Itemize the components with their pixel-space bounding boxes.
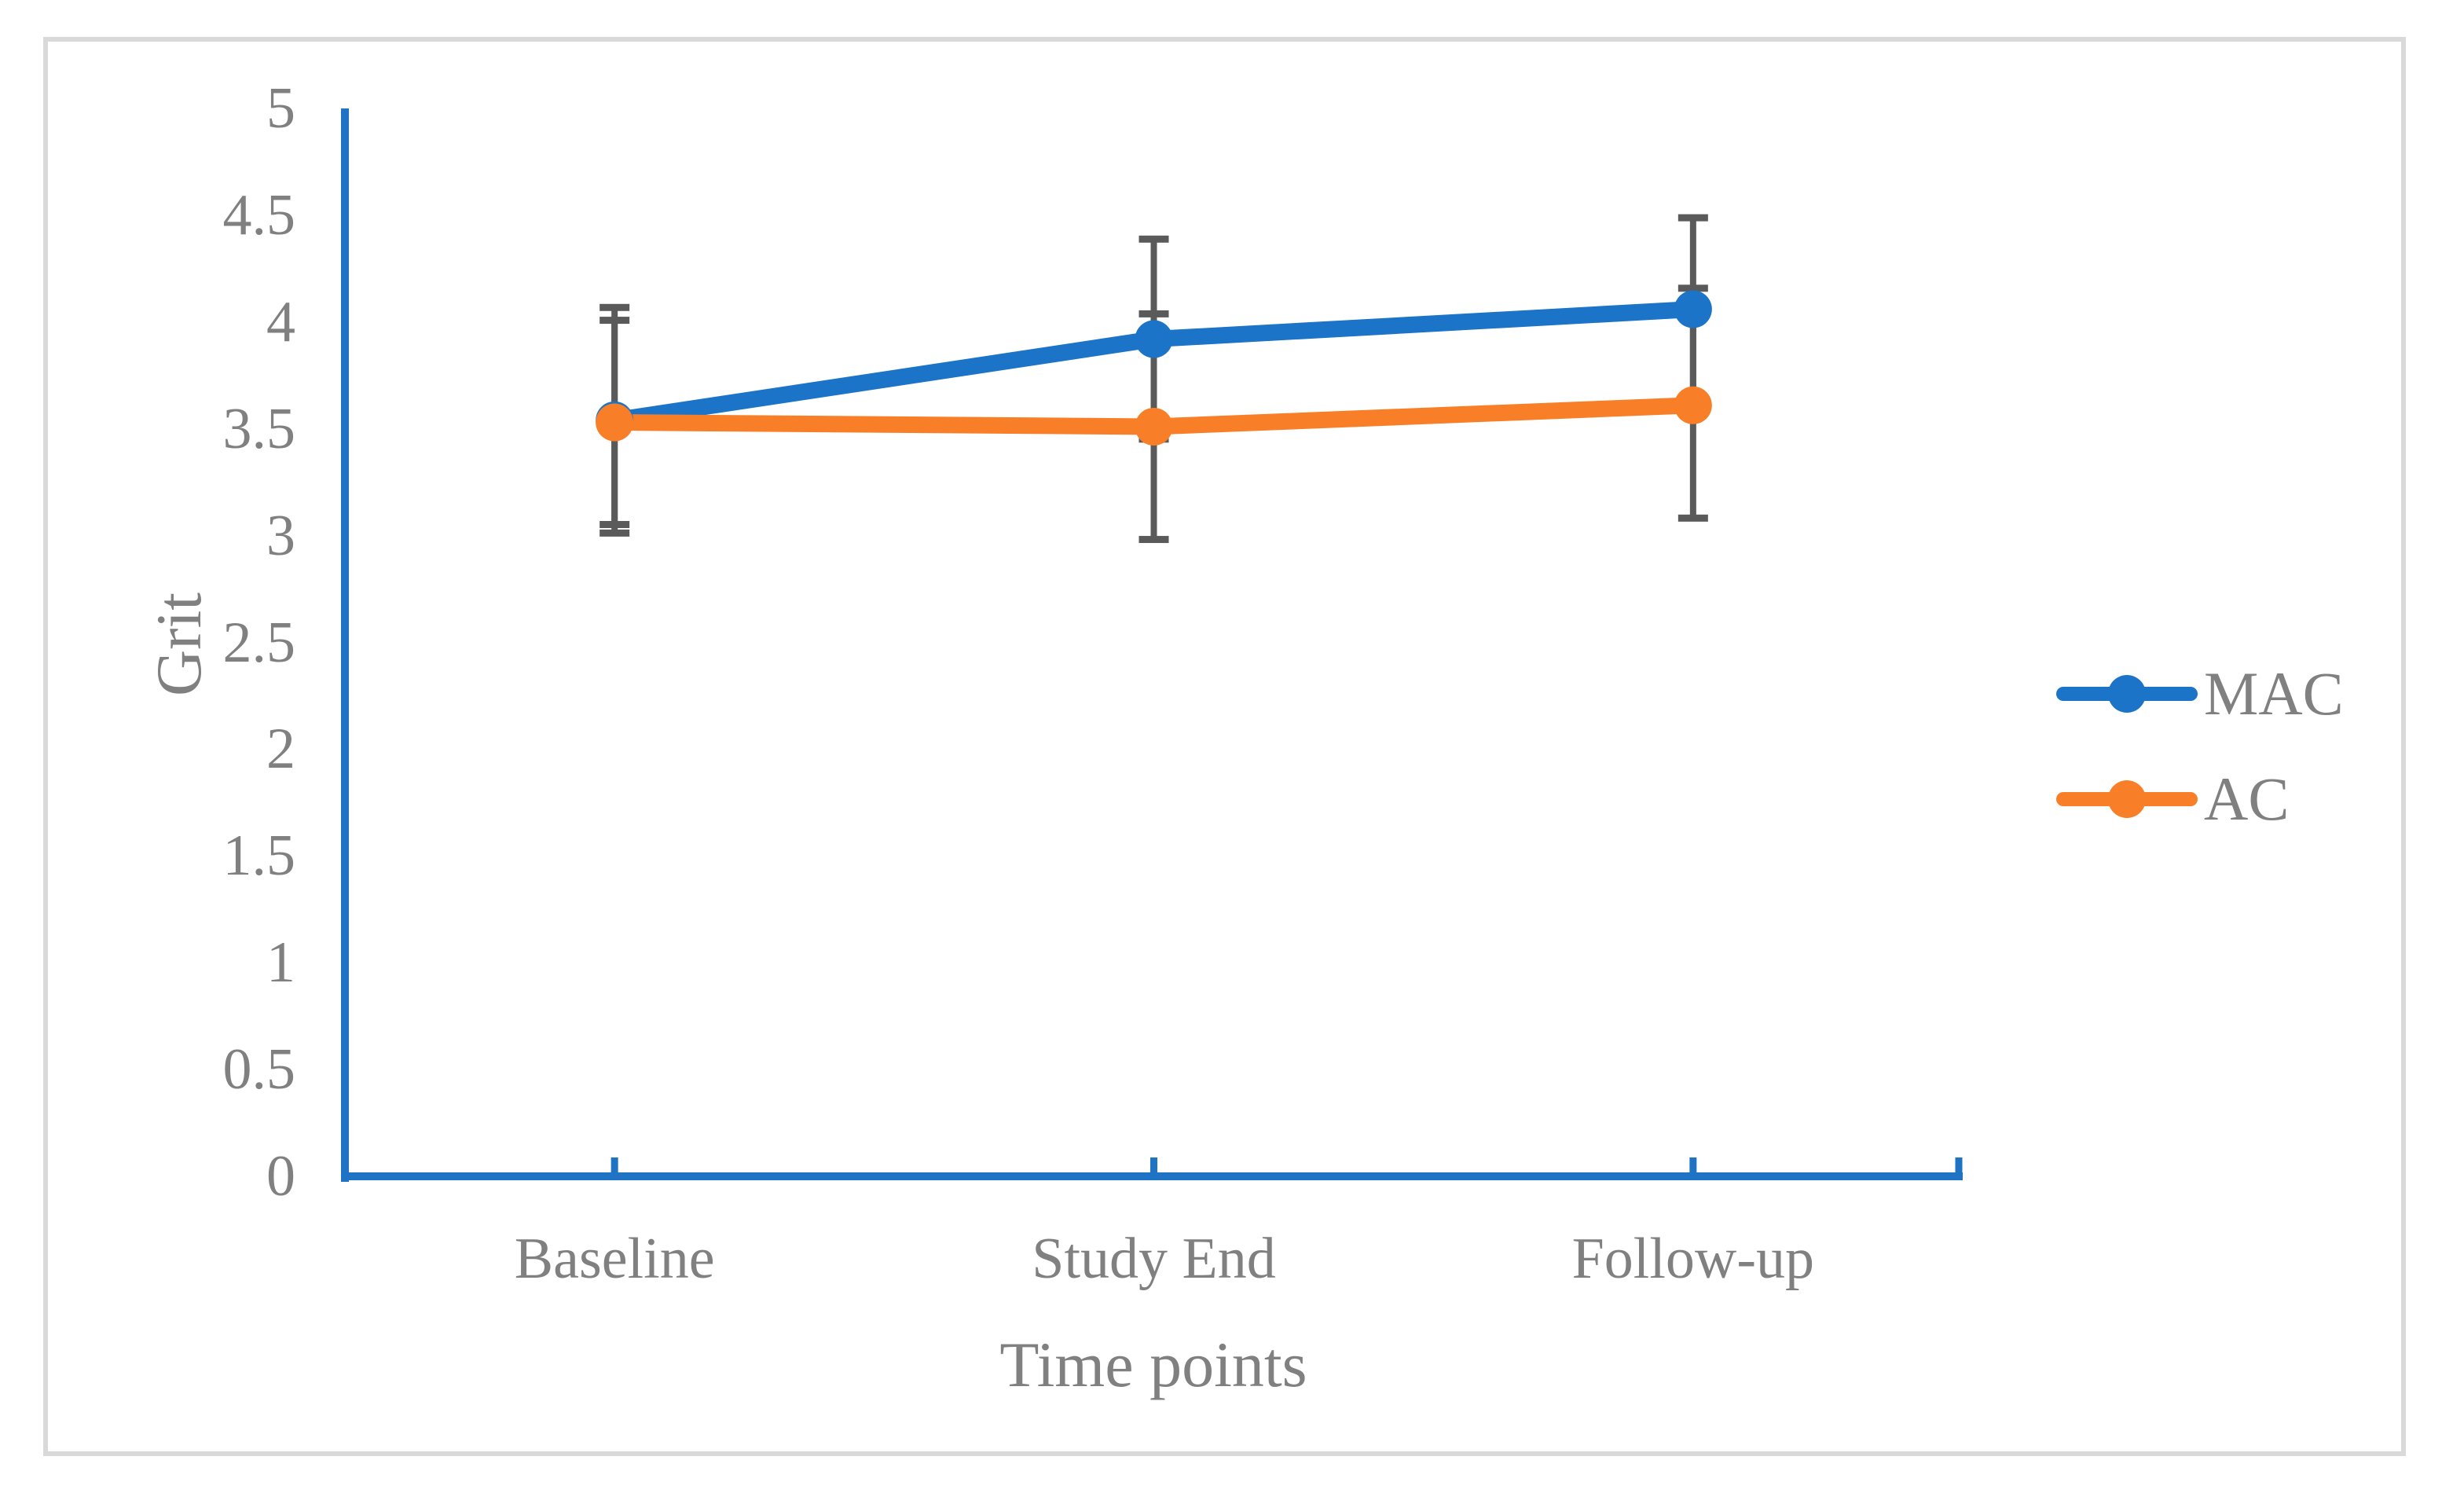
y-tick-label: 4.5 — [222, 182, 296, 248]
x-axis-tick — [610, 1157, 618, 1176]
x-axis-tick — [1689, 1157, 1697, 1176]
ac-legend-line-marker-icon — [2056, 780, 2198, 818]
legend-item-ac: AC — [2056, 760, 2289, 838]
error-bar-cap-top — [1138, 310, 1169, 317]
x-category-label: Baseline — [514, 1227, 715, 1291]
error-bar-cap-bottom — [600, 529, 630, 537]
y-tick-label: 1.5 — [222, 824, 296, 889]
x-category-label: Follow-up — [1571, 1227, 1815, 1291]
error-bar-cap-bottom — [600, 521, 630, 529]
ac-legend-dot-icon — [2108, 780, 2146, 818]
y-tick-label: 0 — [266, 1144, 295, 1209]
y-tick-label: 3 — [266, 503, 295, 568]
error-bar-cap-top — [600, 317, 630, 325]
y-tick-label: 0.5 — [222, 1037, 296, 1102]
y-tick-label: 2 — [266, 717, 295, 782]
chart-border — [43, 37, 2406, 1456]
mac-marker — [1135, 320, 1173, 358]
legend-label: AC — [2204, 765, 2290, 833]
error-bar-cap-bottom — [1678, 514, 1708, 522]
x-category-label: Study End — [1032, 1227, 1276, 1291]
y-tick-label: 1 — [266, 930, 295, 996]
y-tick-label: 5 — [266, 76, 295, 141]
y-tick-label: 4 — [266, 289, 295, 354]
legend-item-mac: MAC — [2056, 655, 2344, 733]
ac-marker — [1135, 407, 1173, 446]
ac-marker — [596, 403, 634, 442]
y-tick-label: 3.5 — [222, 396, 296, 461]
error-bar-cap-top — [1138, 235, 1169, 243]
y-tick-label: 2.5 — [222, 610, 296, 675]
x-axis-tick — [1150, 1157, 1157, 1176]
y-axis-line — [341, 108, 349, 1182]
mac-legend-dot-icon — [2108, 675, 2146, 713]
x-axis-tick — [1955, 1157, 1963, 1176]
error-bar-cap-top — [600, 303, 630, 311]
ac-marker — [1674, 386, 1712, 424]
legend-label: MAC — [2204, 659, 2344, 728]
y-axis-title: Grit — [143, 592, 214, 697]
x-axis-title: Time points — [999, 1329, 1307, 1400]
mac-legend-line-marker-icon — [2056, 675, 2198, 713]
error-bar-cap-top — [1678, 284, 1708, 292]
mac-marker — [1674, 290, 1712, 328]
error-bar-cap-bottom — [1138, 536, 1169, 544]
error-bar-cap-top — [1678, 214, 1708, 222]
